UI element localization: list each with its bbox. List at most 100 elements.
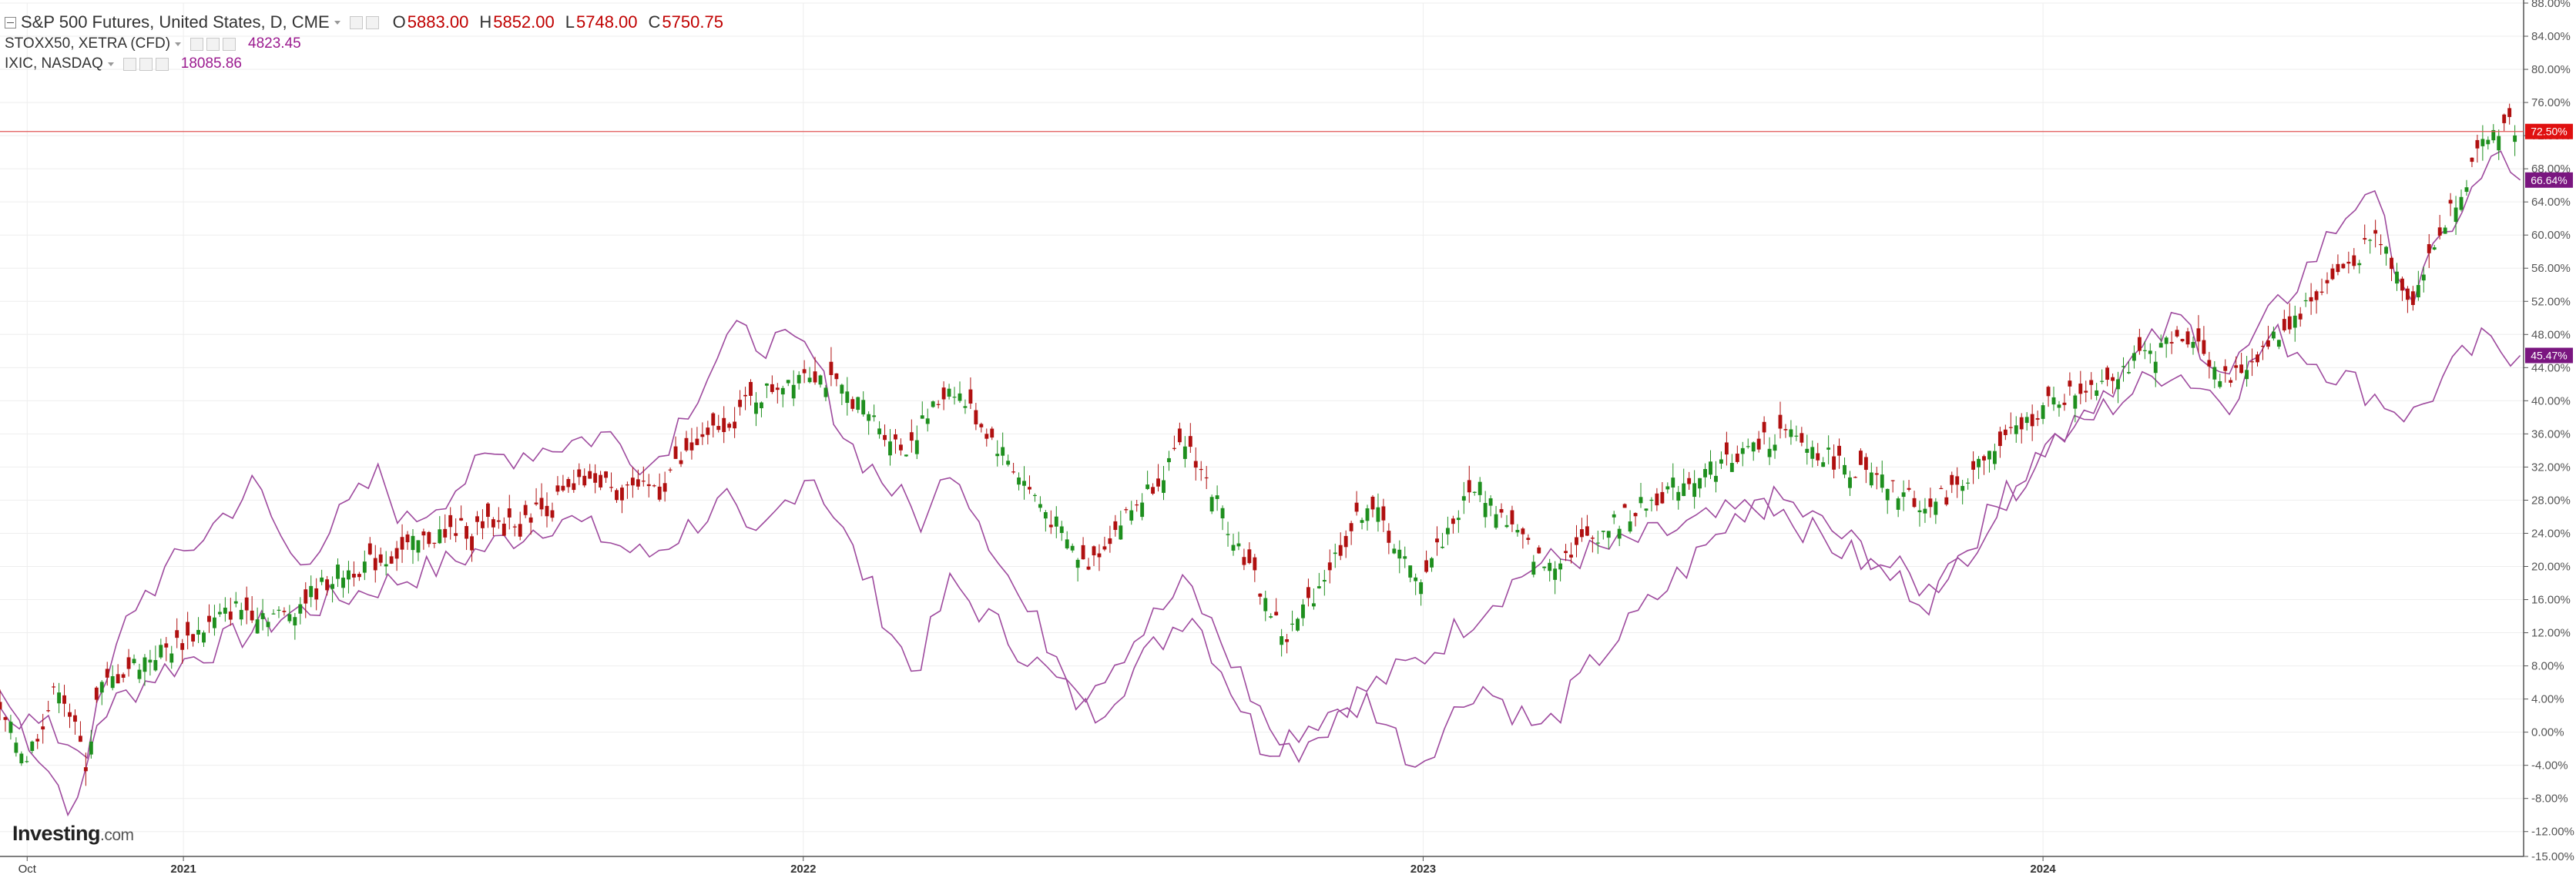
candle-body [727, 424, 732, 428]
candle-body [877, 428, 882, 434]
y-tick-label: 12.00% [2531, 627, 2571, 640]
collapse-toggle-icon[interactable] [5, 16, 16, 28]
candle-body [1081, 545, 1085, 560]
candle-body [1290, 623, 1294, 625]
candle-body [2234, 365, 2239, 368]
candle-body [411, 535, 415, 551]
candle-body [46, 710, 51, 712]
candle-body [1472, 491, 1477, 493]
candle-body [507, 508, 512, 518]
series-ixic-name[interactable]: IXIC, NASDAQ [5, 55, 103, 72]
candle-body [454, 533, 458, 536]
candle-body [191, 634, 196, 642]
x-tick-label: 2021 [170, 863, 196, 876]
candle-body [834, 373, 839, 380]
candle-body [1928, 498, 1933, 508]
settings-icon[interactable] [206, 37, 220, 51]
candle-body [1296, 618, 1300, 631]
candle-body [845, 391, 850, 404]
candle-body [512, 526, 517, 528]
candle-body [1022, 481, 1026, 486]
candle-body [1414, 577, 1418, 581]
candle-body [336, 565, 340, 579]
candle-body [2405, 288, 2410, 300]
candle-body [448, 514, 453, 528]
candle-body [1119, 525, 1123, 540]
candle-body [2196, 328, 2201, 342]
eye-icon[interactable] [190, 37, 204, 51]
candle-body [1810, 447, 1815, 459]
candle-body [2132, 353, 2136, 361]
candle-body [2410, 291, 2415, 306]
candle-body [1526, 538, 1531, 541]
settings-icon[interactable] [349, 15, 363, 29]
candle-body [914, 440, 919, 454]
y-tick-label: 88.00% [2531, 0, 2571, 10]
candle-body [1236, 543, 1241, 547]
candle-body [572, 483, 576, 491]
candle-body [2014, 425, 2018, 434]
candle-body [57, 692, 62, 704]
candle-body [94, 687, 99, 700]
candle-body [2437, 227, 2442, 236]
candle-body [1226, 534, 1230, 535]
chevron-down-icon[interactable] [334, 20, 340, 25]
candle-body [1633, 513, 1638, 517]
main-symbol-title[interactable]: S&P 500 Futures, United States, D, CME [21, 12, 330, 32]
candle-body [802, 369, 807, 374]
candle-body [1370, 496, 1375, 510]
candle-body [550, 510, 555, 518]
candle-body [2309, 297, 2313, 302]
candle-body [2212, 367, 2217, 380]
ixic-value-badge-bg [2525, 172, 2573, 188]
eye-icon[interactable] [122, 57, 136, 71]
candle-body [1923, 508, 1927, 514]
candle-body [373, 558, 377, 571]
candle-body [2127, 372, 2131, 374]
candle-body [2030, 414, 2034, 427]
candle-body [1467, 480, 1471, 493]
candle-body [2068, 380, 2072, 387]
candle-body [2352, 255, 2356, 266]
candle-body [2084, 390, 2088, 393]
candle-body [2421, 274, 2426, 281]
candle-body [277, 609, 281, 611]
close-icon[interactable] [365, 15, 379, 29]
candle-body [175, 630, 179, 638]
candle-body [501, 523, 506, 536]
investing-logo[interactable]: Investing.com [12, 822, 134, 846]
candle-body [743, 394, 747, 397]
candle-body [1135, 504, 1139, 506]
close-icon[interactable] [155, 57, 169, 71]
candle-body [979, 424, 984, 427]
candle-body [1934, 501, 1938, 515]
candle-body [2470, 157, 2474, 163]
compare-line-ixic [0, 150, 2521, 768]
candle-body [148, 659, 153, 663]
chevron-down-icon[interactable] [175, 42, 182, 46]
candle-body [947, 388, 951, 397]
candle-body [662, 483, 667, 492]
candle-body [2158, 343, 2163, 348]
candle-body [2336, 263, 2340, 273]
candle-body [1719, 459, 1723, 464]
chevron-down-icon[interactable] [107, 62, 114, 66]
candle-body [2051, 397, 2056, 405]
candle-body [818, 375, 823, 385]
close-icon[interactable] [223, 37, 236, 51]
candle-body [1338, 545, 1343, 556]
candle-body [1209, 497, 1214, 512]
candle-body [1858, 451, 1863, 465]
series-stoxx-name[interactable]: STOXX50, XETRA (CFD) [5, 35, 171, 52]
candle-body [1285, 639, 1290, 642]
candle-body [1917, 510, 1922, 513]
candle-body [2256, 354, 2259, 363]
candle-body [233, 601, 238, 604]
y-tick-label: -12.00% [2531, 826, 2574, 839]
candle-body [1188, 436, 1192, 447]
candle-body [2432, 247, 2437, 250]
candle-body [2142, 350, 2147, 351]
candle-body [2245, 370, 2249, 380]
candle-body [3, 717, 8, 720]
settings-icon[interactable] [139, 57, 153, 71]
